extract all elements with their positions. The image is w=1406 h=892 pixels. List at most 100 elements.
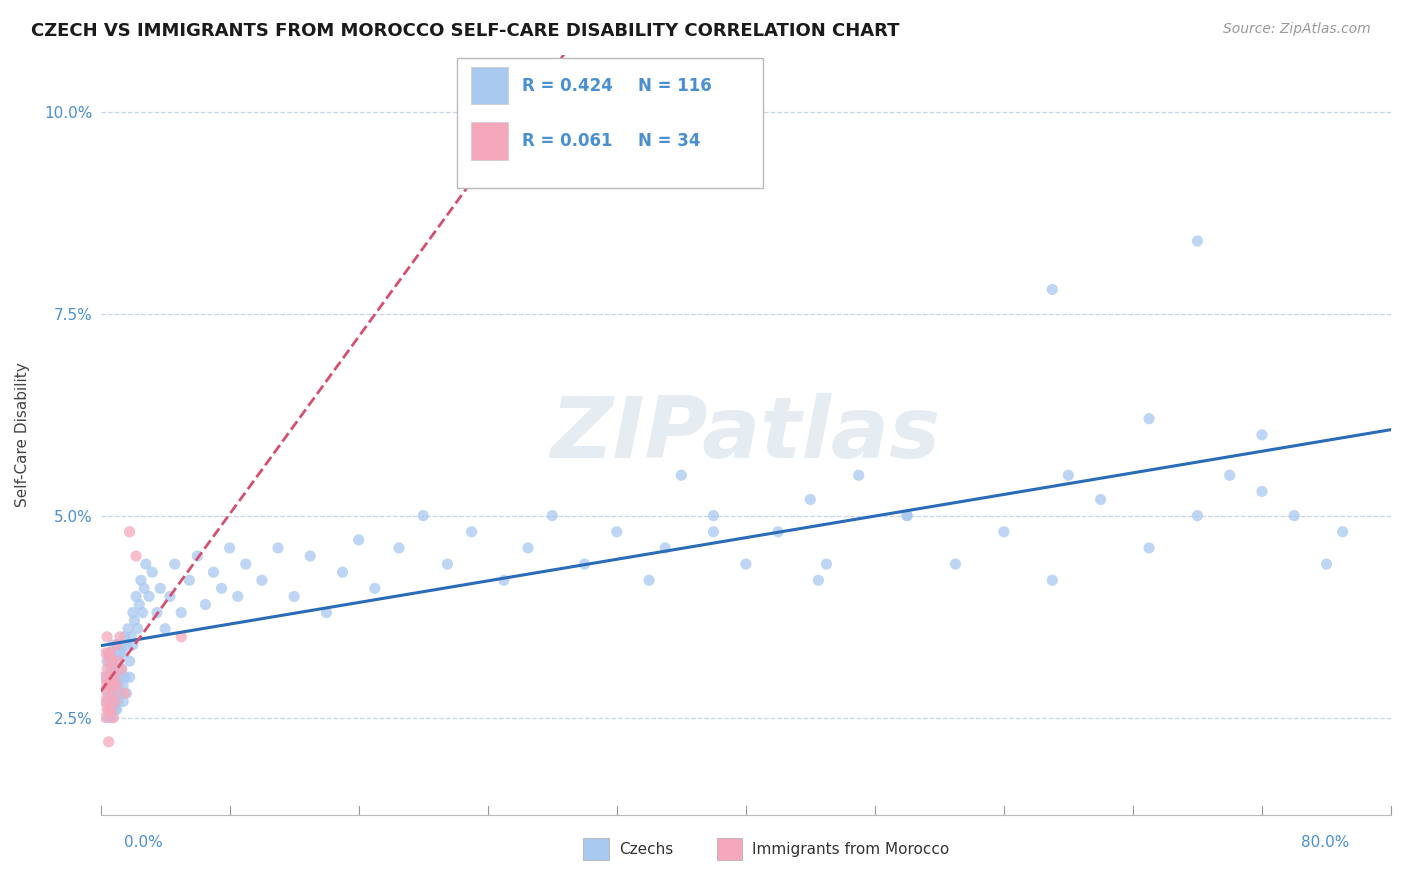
- Point: [97, 710, 120, 724]
- Point: [97, 654, 120, 668]
- Point: [105, 638, 128, 652]
- Point: [186, 549, 208, 563]
- Point: [97, 646, 120, 660]
- Point: [1187, 234, 1209, 248]
- Point: [103, 710, 125, 724]
- Point: [105, 678, 128, 692]
- Point: [574, 557, 596, 571]
- Point: [766, 524, 789, 539]
- Point: [250, 574, 273, 588]
- Y-axis label: Self-Care Disability: Self-Care Disability: [15, 362, 30, 508]
- Point: [114, 670, 136, 684]
- Point: [114, 686, 136, 700]
- Point: [202, 565, 225, 579]
- Point: [1187, 508, 1209, 523]
- Point: [226, 590, 249, 604]
- Text: Source: ZipAtlas.com: Source: ZipAtlas.com: [1223, 22, 1371, 37]
- Text: N = 116: N = 116: [638, 77, 711, 95]
- Point: [1251, 427, 1274, 442]
- Text: N = 34: N = 34: [638, 132, 700, 150]
- Point: [194, 598, 217, 612]
- Point: [1331, 524, 1354, 539]
- Point: [115, 638, 138, 652]
- Point: [388, 541, 411, 555]
- Point: [896, 508, 918, 523]
- Point: [267, 541, 290, 555]
- Point: [807, 574, 830, 588]
- Point: [120, 630, 142, 644]
- Point: [945, 557, 967, 571]
- Point: [211, 582, 233, 596]
- Point: [896, 508, 918, 523]
- Point: [347, 533, 370, 547]
- Point: [101, 646, 124, 660]
- Point: [170, 606, 193, 620]
- Point: [105, 686, 128, 700]
- Point: [1282, 508, 1305, 523]
- Point: [412, 508, 434, 523]
- Point: [110, 662, 132, 676]
- Text: R = 0.061: R = 0.061: [522, 132, 612, 150]
- Point: [128, 598, 150, 612]
- Point: [129, 574, 152, 588]
- Point: [121, 638, 143, 652]
- Point: [118, 524, 141, 539]
- Point: [163, 557, 186, 571]
- Point: [460, 524, 482, 539]
- Point: [332, 565, 354, 579]
- Point: [97, 735, 120, 749]
- Point: [94, 710, 117, 724]
- Point: [104, 694, 127, 708]
- Point: [134, 582, 156, 596]
- Text: R = 0.424: R = 0.424: [522, 77, 613, 95]
- Point: [101, 702, 124, 716]
- Point: [114, 630, 136, 644]
- Point: [94, 670, 117, 684]
- Point: [98, 694, 121, 708]
- Point: [283, 590, 305, 604]
- Point: [101, 678, 124, 692]
- Point: [101, 670, 124, 684]
- Point: [103, 678, 125, 692]
- Point: [127, 622, 149, 636]
- Point: [117, 622, 139, 636]
- Point: [94, 678, 117, 692]
- Point: [734, 557, 756, 571]
- Point: [107, 694, 129, 708]
- Point: [799, 492, 821, 507]
- Point: [235, 557, 257, 571]
- Text: Immigrants from Morocco: Immigrants from Morocco: [752, 842, 949, 856]
- Point: [1251, 484, 1274, 499]
- Point: [118, 654, 141, 668]
- Point: [94, 646, 117, 660]
- Point: [107, 654, 129, 668]
- Point: [218, 541, 240, 555]
- Point: [848, 468, 870, 483]
- Point: [159, 590, 181, 604]
- Point: [104, 702, 127, 716]
- Point: [1040, 574, 1063, 588]
- Point: [101, 710, 124, 724]
- Point: [97, 646, 120, 660]
- Point: [1315, 557, 1337, 571]
- Point: [135, 557, 157, 571]
- Point: [702, 508, 724, 523]
- Point: [110, 662, 132, 676]
- Point: [101, 686, 124, 700]
- Point: [98, 646, 121, 660]
- Point: [103, 662, 125, 676]
- Point: [1040, 282, 1063, 296]
- Point: [96, 694, 118, 708]
- Point: [149, 582, 172, 596]
- Text: CZECH VS IMMIGRANTS FROM MOROCCO SELF-CARE DISABILITY CORRELATION CHART: CZECH VS IMMIGRANTS FROM MOROCCO SELF-CA…: [31, 22, 900, 40]
- Point: [96, 654, 118, 668]
- Point: [1057, 468, 1080, 483]
- Point: [98, 702, 121, 716]
- Point: [1219, 468, 1241, 483]
- Point: [105, 638, 128, 652]
- Point: [98, 670, 121, 684]
- Point: [112, 646, 135, 660]
- Point: [96, 702, 118, 716]
- Point: [315, 606, 337, 620]
- Point: [125, 590, 148, 604]
